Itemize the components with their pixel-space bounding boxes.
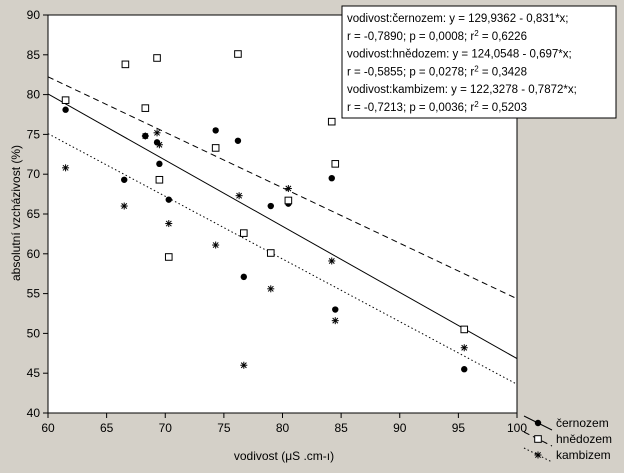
x-tick-label: 90 xyxy=(393,421,407,435)
legend: černozem hnědozem kambizem xyxy=(523,415,612,463)
point-hnedozem xyxy=(155,175,164,184)
point-hnedozem xyxy=(211,144,220,152)
x-tick-label: 60 xyxy=(41,421,55,435)
y-tick-label: 40 xyxy=(27,406,41,420)
point-cernozem xyxy=(461,366,468,373)
x-axis: 60 65 70 75 80 85 90 95 100 xyxy=(41,413,527,435)
point-kambizem xyxy=(141,132,149,140)
fit-lines xyxy=(47,76,518,385)
point-hnedozem xyxy=(164,253,173,261)
point-cernozem xyxy=(328,174,335,182)
point-kambizem xyxy=(212,241,220,249)
point-cernozem xyxy=(165,196,172,203)
legend-label-cernozem: černozem xyxy=(556,416,609,430)
stats-line: vodivost:kambizem: y = 122,3278 - 0,7872… xyxy=(347,84,577,96)
point-kambizem xyxy=(267,285,275,293)
point-hnedozem xyxy=(266,249,275,257)
point-cernozem xyxy=(121,176,128,183)
x-tick-label: 85 xyxy=(334,421,348,435)
y-axis: 40 45 50 55 60 65 70 75 80 85 90 xyxy=(27,8,48,420)
stats-line: r = -0,5855; p = 0,0278; r2 = 0,3428 xyxy=(347,64,527,79)
y-tick-label: 75 xyxy=(27,127,41,141)
point-kambizem xyxy=(460,344,468,352)
point-cernozem xyxy=(332,306,339,313)
point-hnedozem xyxy=(460,325,469,334)
point-kambizem xyxy=(120,202,128,210)
point-kambizem xyxy=(155,141,163,149)
x-tick-label: 80 xyxy=(276,421,290,435)
point-hnedozem xyxy=(121,60,130,69)
fit-line-hnedozem xyxy=(47,76,518,300)
y-tick-label: 45 xyxy=(27,366,41,380)
point-hnedozem xyxy=(61,96,70,104)
point-kambizem xyxy=(331,317,339,325)
fit-line-cernozem xyxy=(47,93,518,360)
y-tick-label: 50 xyxy=(27,326,41,340)
x-tick-label: 95 xyxy=(452,421,466,435)
y-tick-label: 80 xyxy=(27,88,41,102)
point-hnedozem xyxy=(141,104,150,112)
point-hnedozem xyxy=(327,117,336,126)
point-cernozem xyxy=(267,202,274,210)
point-cernozem xyxy=(156,160,163,168)
stats-line: r = -0,7890; p = 0,0008; r2 = 0,6226 xyxy=(347,28,527,43)
point-hnedozem xyxy=(284,196,293,205)
point-hnedozem xyxy=(240,229,248,237)
point-kambizem xyxy=(284,185,292,193)
x-tick-label: 75 xyxy=(217,421,231,435)
point-kambizem xyxy=(165,220,173,228)
data-points xyxy=(61,50,469,373)
legend-label-kambizem: kambizem xyxy=(556,448,611,462)
point-cernozem xyxy=(234,137,242,144)
legend-line-kambizem xyxy=(523,447,553,463)
stats-line: r = -0,7213; p = 0,0036; r2 = 0,5203 xyxy=(347,100,527,115)
x-tick-label: 70 xyxy=(159,421,173,435)
x-tick-label: 65 xyxy=(100,421,114,435)
y-tick-label: 90 xyxy=(27,8,41,22)
y-tick-label: 65 xyxy=(27,207,41,221)
fit-line-kambizem xyxy=(47,133,518,385)
point-kambizem xyxy=(235,192,243,200)
stats-line: vodivost:černozem: y = 129,9362 - 0,831*… xyxy=(347,13,569,25)
legend-label-hnedozem: hnědozem xyxy=(556,432,612,446)
legend-marker-cernozem xyxy=(534,419,542,427)
y-tick-label: 60 xyxy=(27,247,41,261)
point-cernozem xyxy=(62,106,69,113)
x-axis-label: vodivost (μS .cm-ı) xyxy=(234,449,334,463)
point-kambizem xyxy=(240,361,248,369)
point-kambizem xyxy=(328,257,336,265)
point-hnedozem xyxy=(331,160,340,168)
x-tick-label: 100 xyxy=(507,421,527,435)
point-hnedozem xyxy=(234,50,242,58)
regression-stats-box: vodivost:černozem: y = 129,9362 - 0,831*… xyxy=(341,5,617,119)
point-kambizem xyxy=(153,129,161,137)
point-cernozem xyxy=(212,127,219,134)
y-tick-label: 70 xyxy=(27,167,41,181)
legend-marker-kambizem xyxy=(534,451,542,459)
stats-box-frame xyxy=(341,5,617,119)
point-hnedozem xyxy=(153,54,161,62)
stats-line: vodivost:hnědozem: y = 124,0548 - 0,697*… xyxy=(347,49,572,61)
legend-marker-hnedozem xyxy=(534,435,542,443)
y-tick-label: 85 xyxy=(27,48,41,62)
y-tick-label: 55 xyxy=(27,287,41,301)
y-axis-label: absolutní vzcházivost (%) xyxy=(9,145,23,281)
point-kambizem xyxy=(62,164,70,172)
point-cernozem xyxy=(240,273,248,281)
